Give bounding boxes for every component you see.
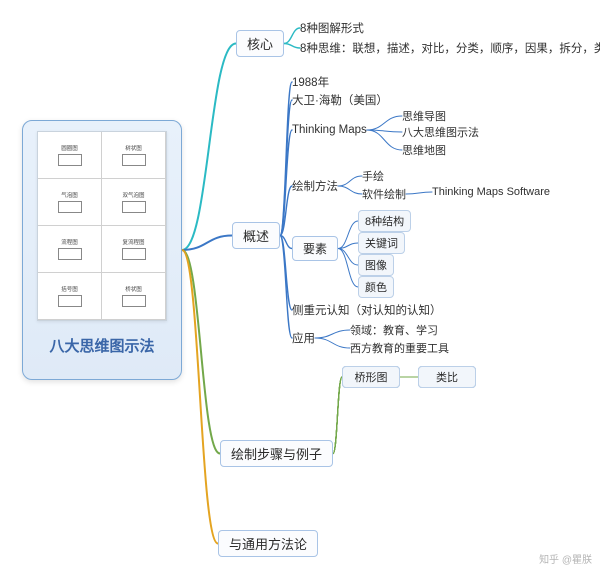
pair-right-7: 类比 bbox=[418, 366, 476, 388]
draw-method-label: 绘制方法 bbox=[292, 178, 338, 194]
branch-overview: 概述 bbox=[232, 222, 280, 249]
sheet-cell-4: 流程图 bbox=[38, 226, 102, 273]
core-item-1: 8种思维：联想，描述，对比，分类，顺序，因果，拆分，类比 bbox=[300, 40, 600, 56]
root-title: 八大思维图示法 bbox=[49, 335, 154, 356]
thinking-maps-label: Thinking Maps bbox=[292, 124, 367, 136]
sheet-cell-1: 树状图 bbox=[102, 132, 166, 179]
apply-child-0: 领域：教育、学习 bbox=[350, 322, 438, 338]
overview-author: 大卫·海勒（美国） bbox=[292, 92, 388, 108]
dm-child-1: 软件绘制 bbox=[362, 186, 406, 202]
el-child-1: 关键词 bbox=[358, 232, 405, 254]
overview-year: 1988年 bbox=[292, 74, 329, 90]
tm-child-2: 思维地图 bbox=[402, 142, 446, 158]
sheet-cell-0: 圆圈图 bbox=[38, 132, 102, 179]
tm-child-1: 八大思维图示法 bbox=[402, 124, 479, 140]
dm-software: Thinking Maps Software bbox=[432, 186, 550, 198]
branch-core: 核心 bbox=[236, 30, 284, 57]
sheet-cell-6: 括号图 bbox=[38, 273, 102, 320]
core-item-0: 8种图解形式 bbox=[300, 20, 364, 36]
apply-child-1: 西方教育的重要工具 bbox=[350, 340, 449, 356]
root-sheet-grid: 圆圈图树状图气泡图双气泡图流程图复流程图括号图桥状图 bbox=[37, 131, 167, 321]
branch-method: 与通用方法论 bbox=[218, 530, 318, 557]
dm-child-0: 手绘 bbox=[362, 168, 384, 184]
root-node: 圆圈图树状图气泡图双气泡图流程图复流程图括号图桥状图 八大思维图示法 bbox=[22, 120, 182, 380]
overview-meta: 侧重元认知（对认知的认知） bbox=[292, 302, 442, 318]
sheet-cell-3: 双气泡图 bbox=[102, 179, 166, 226]
elements-label: 要素 bbox=[292, 236, 338, 261]
el-child-3: 颜色 bbox=[358, 276, 394, 298]
sheet-cell-7: 桥状图 bbox=[102, 273, 166, 320]
watermark: 知乎 @瞿朕 bbox=[539, 551, 592, 566]
pair-left-7: 桥形图 bbox=[342, 366, 400, 388]
tm-child-0: 思维导图 bbox=[402, 108, 446, 124]
el-child-2: 图像 bbox=[358, 254, 394, 276]
branch-steps: 绘制步骤与例子 bbox=[220, 440, 333, 467]
sheet-cell-2: 气泡图 bbox=[38, 179, 102, 226]
apply-label: 应用 bbox=[292, 330, 315, 346]
el-child-0: 8种结构 bbox=[358, 210, 411, 232]
sheet-cell-5: 复流程图 bbox=[102, 226, 166, 273]
